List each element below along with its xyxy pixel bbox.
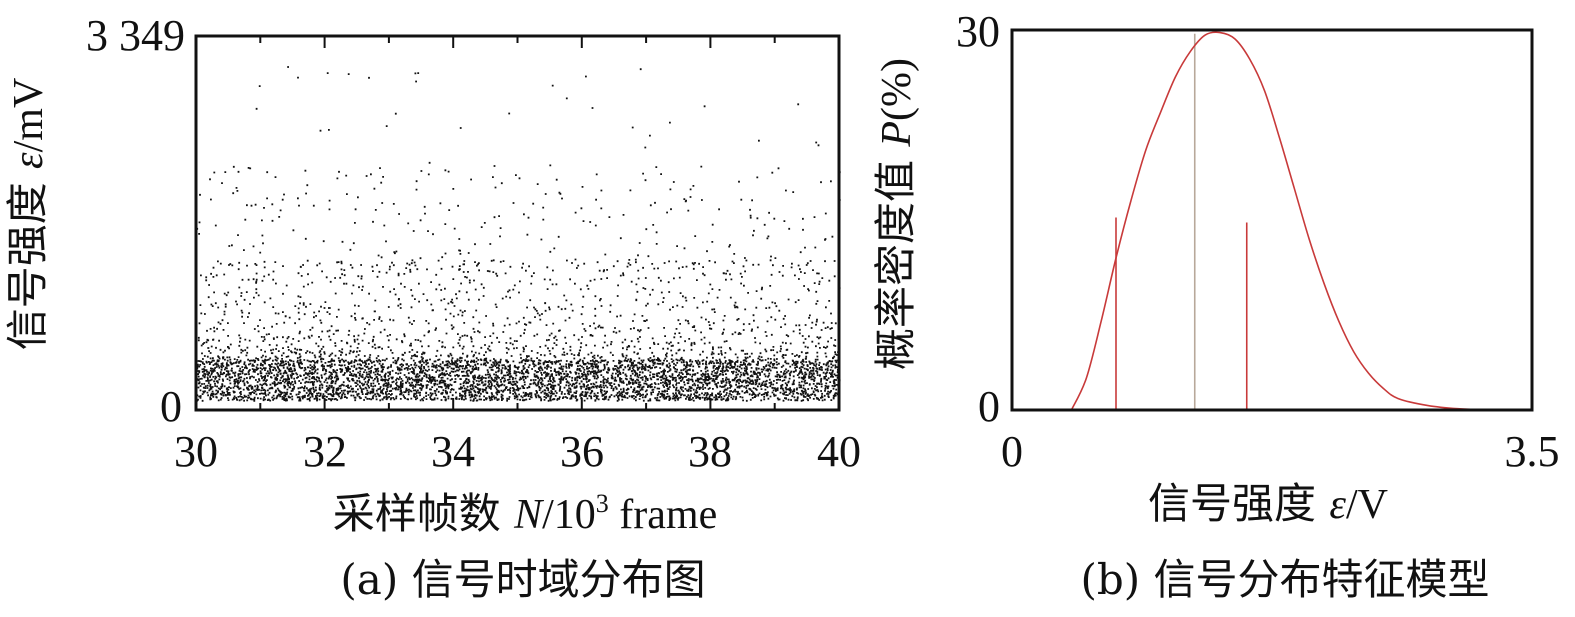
- chart-b-markers: [1115, 33, 1248, 410]
- chart-b-xtick-0: 0: [1001, 427, 1023, 476]
- chart-a: 3 349 0 30 32 34 36 38 40 采样帧数 N/103 fra…: [3, 11, 861, 604]
- chart-a-scatter-points: [196, 66, 841, 402]
- chart-b-ytick-top: 30: [956, 7, 1000, 56]
- chart-a-xtick-38: 38: [688, 427, 732, 476]
- chart-b-ytick-bottom: 0: [978, 382, 1000, 431]
- chart-a-caption: (a) 信号时域分布图: [340, 555, 705, 604]
- chart-a-xtick-40: 40: [817, 427, 861, 476]
- chart-a-xlabel: 采样帧数 N/103 frame: [333, 489, 717, 538]
- chart-a-ticks: [195, 36, 840, 410]
- chart-a-xtick-34: 34: [431, 427, 475, 476]
- chart-b-frame: [1010, 28, 1534, 412]
- chart-a-ylabel: 信号强度 ε/mV: [3, 78, 52, 351]
- chart-b-caption: (b) 信号分布特征模型: [1080, 555, 1489, 604]
- chart-b: 30 0 0 3.5 信号强度 ε/V 概率密度值 P(%) (b) 信号分布特…: [871, 7, 1560, 604]
- chart-b-xlabel: 信号强度 ε/V: [1148, 479, 1388, 528]
- chart-a-points: [196, 66, 841, 402]
- chart-b-density-curve: [1070, 31, 1503, 411]
- chart-b-xtick-3-5: 3.5: [1505, 427, 1560, 476]
- chart-a-frame: [194, 34, 841, 412]
- chart-a-ytick-bottom: 0: [160, 382, 182, 431]
- chart-b-ylabel: 概率密度值 P(%): [871, 58, 920, 370]
- chart-a-xtick-32: 32: [303, 427, 347, 476]
- chart-a-xtick-30: 30: [174, 427, 218, 476]
- chart-a-xtick-36: 36: [560, 427, 604, 476]
- chart-a-ytick-top: 3 349: [86, 11, 185, 60]
